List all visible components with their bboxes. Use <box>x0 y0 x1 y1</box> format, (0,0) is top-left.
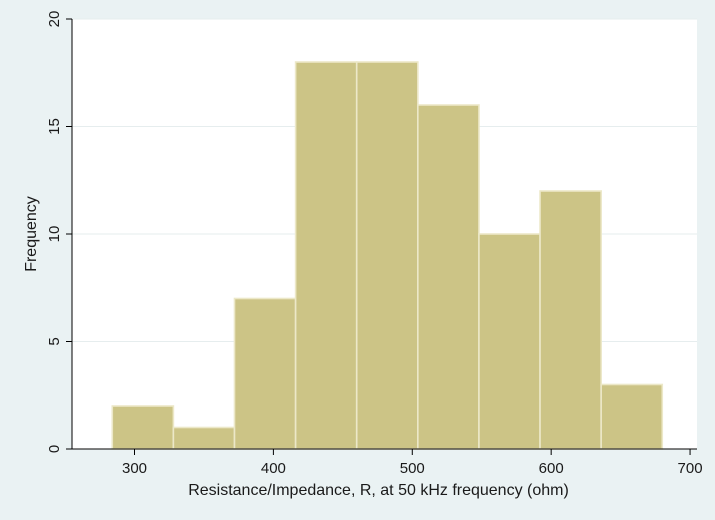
y-tick-label-10: 10 <box>46 226 63 243</box>
histogram-bar-4 <box>294 61 358 450</box>
x-axis-title: Resistance/Impedance, R, at 50 kHz frequ… <box>188 482 569 499</box>
axes: 0 5 10 15 20 300 400 500 600 700 <box>46 11 703 477</box>
y-axis-title: Frequency <box>23 196 40 272</box>
histogram-bar-9 <box>600 383 664 450</box>
histogram-bar-7 <box>478 233 541 450</box>
y-tick-label-20: 20 <box>46 11 63 28</box>
histogram-bar-6 <box>417 104 480 450</box>
histogram-bar-1 <box>111 405 175 450</box>
x-tick-label-600: 600 <box>539 460 564 477</box>
histogram-bar-2 <box>172 426 236 450</box>
x-tick-label-300: 300 <box>122 460 147 477</box>
x-tick-label-500: 500 <box>400 460 425 477</box>
histogram-bar-5 <box>355 61 419 450</box>
y-tick-label-5: 5 <box>46 337 63 345</box>
histogram-bar-3 <box>233 297 297 450</box>
y-tick-label-15: 15 <box>46 118 63 135</box>
x-tick-label-700: 700 <box>678 460 703 477</box>
x-tick-label-400: 400 <box>261 460 286 477</box>
histogram-bar-8 <box>539 190 602 450</box>
y-tick-label-0: 0 <box>46 445 63 453</box>
